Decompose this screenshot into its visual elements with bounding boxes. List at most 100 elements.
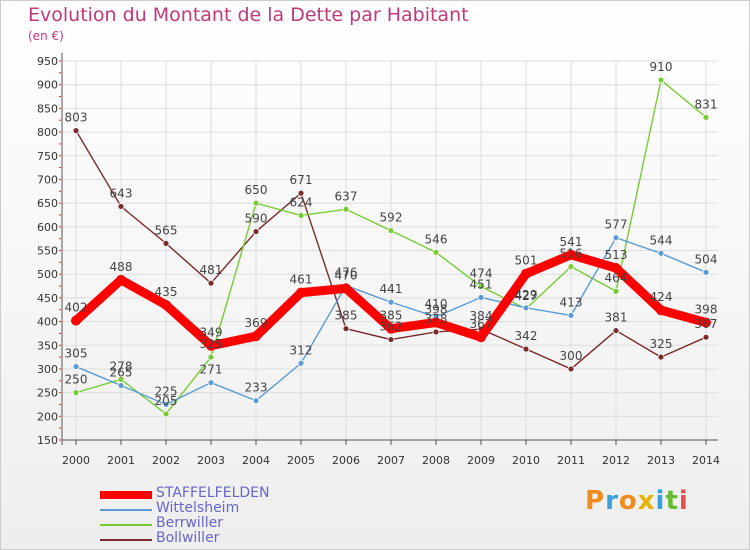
data-label-staffelfelden-2009: 367: [470, 317, 493, 331]
data-point-bollwiller-2007: [387, 336, 395, 343]
x-tick-label-2006: 2006: [332, 454, 360, 467]
data-label-wittelsheim-2004: 233: [245, 381, 268, 395]
data-label-berrwiller-2002: 205: [155, 394, 178, 408]
data-label-wittelsheim-2006: 476: [335, 266, 358, 280]
legend-swatch: [100, 539, 152, 541]
data-point-wittelsheim-2009: [477, 294, 485, 301]
data-label-berrwiller-2012: 464: [605, 271, 628, 285]
data-point-bollwiller-2013: [657, 353, 665, 361]
data-label-bollwiller-2009: 384: [470, 309, 493, 323]
logo-letter: t: [665, 486, 679, 516]
data-label-bollwiller-2010: 342: [515, 329, 538, 343]
y-tick-label-450: 450: [37, 292, 58, 305]
y-tick-label-600: 600: [37, 221, 58, 234]
x-tick-label-2005: 2005: [287, 454, 315, 467]
data-point-bollwiller-2001: [117, 203, 125, 210]
y-tick-label-400: 400: [37, 316, 58, 329]
data-label-bollwiller-2011: 300: [560, 349, 583, 363]
data-point-berrwiller-2008: [432, 248, 440, 256]
data-label-staffelfelden-2002: 435: [155, 285, 178, 299]
data-point-wittelsheim-2002: [162, 401, 170, 408]
data-point-bollwiller-2010: [522, 345, 530, 353]
data-label-wittelsheim-2009: 451: [470, 277, 493, 291]
data-label-bollwiller-2000: 803: [65, 111, 88, 125]
legend-label: Bollwiller: [156, 530, 220, 546]
data-point-bollwiller-2006: [342, 325, 350, 333]
data-point-berrwiller-2007: [387, 227, 395, 235]
data-label-bollwiller-2004: 590: [245, 212, 268, 226]
data-point-staffelfelden-2012: [611, 263, 621, 274]
data-point-berrwiller-2011: [567, 263, 575, 271]
data-point-bollwiller-2004: [252, 228, 260, 235]
data-label-bollwiller-2003: 481: [200, 263, 223, 277]
x-tick-label-2012: 2012: [602, 454, 630, 467]
data-point-berrwiller-2004: [252, 199, 260, 207]
y-tick-label-950: 950: [37, 55, 58, 68]
data-label-wittelsheim-2002: 225: [155, 384, 178, 398]
data-point-bollwiller-2003: [207, 279, 215, 287]
y-tick-label-900: 900: [37, 79, 58, 92]
data-point-staffelfelden-2010: [521, 268, 531, 279]
data-label-bollwiller-2014: 367: [695, 317, 718, 331]
data-label-berrwiller-2011: 516: [560, 247, 583, 261]
data-label-berrwiller-2000: 250: [65, 373, 88, 387]
data-point-bollwiller-2012: [612, 327, 620, 334]
y-tick-label-250: 250: [37, 387, 58, 400]
x-tick-label-2000: 2000: [62, 454, 90, 467]
data-label-staffelfelden-2004: 369: [245, 316, 268, 330]
data-label-staffelfelden-2006: 470: [335, 268, 358, 282]
data-point-berrwiller-2005: [297, 212, 305, 219]
data-label-berrwiller-2005: 624: [290, 195, 313, 209]
data-label-wittelsheim-2007: 441: [380, 282, 403, 296]
x-tick-label-2007: 2007: [377, 454, 405, 467]
data-label-staffelfelden-2014: 398: [695, 303, 718, 317]
data-point-staffelfelden-2000: [71, 315, 81, 326]
data-label-wittelsheim-2001: 265: [110, 366, 133, 380]
data-label-staffelfelden-2000: 402: [65, 301, 88, 315]
data-point-wittelsheim-2005: [297, 359, 305, 367]
x-tick-label-2009: 2009: [467, 454, 495, 467]
data-point-wittelsheim-2012: [612, 234, 620, 242]
data-point-staffelfelden-2014: [701, 317, 711, 328]
data-point-berrwiller-2014: [702, 113, 710, 121]
data-label-wittelsheim-2000: 305: [65, 347, 88, 361]
data-label-berrwiller-2008: 546: [425, 232, 448, 246]
data-label-wittelsheim-2003: 271: [200, 363, 223, 377]
x-tick-label-2004: 2004: [242, 454, 270, 467]
data-label-berrwiller-2006: 637: [335, 189, 358, 203]
data-point-bollwiller-2008: [432, 328, 440, 336]
data-label-staffelfelden-2013: 424: [650, 290, 673, 304]
data-point-wittelsheim-2011: [567, 312, 575, 319]
logo-letter: r: [605, 486, 619, 516]
chart-subtitle: (en €): [28, 29, 64, 43]
data-point-berrwiller-2013: [657, 76, 665, 84]
data-point-berrwiller-2012: [612, 287, 620, 295]
data-label-wittelsheim-2005: 312: [290, 343, 313, 357]
x-tick-label-2010: 2010: [512, 454, 540, 467]
data-point-staffelfelden-2004: [251, 331, 261, 342]
data-label-wittelsheim-2010: 429: [515, 288, 538, 302]
x-tick-label-2003: 2003: [197, 454, 225, 467]
x-tick-label-2013: 2013: [647, 454, 675, 467]
data-point-berrwiller-2000: [72, 389, 80, 397]
data-label-berrwiller-2001: 278: [110, 359, 133, 373]
data-label-berrwiller-2004: 650: [245, 183, 268, 197]
x-tick-label-2011: 2011: [557, 454, 585, 467]
data-label-berrwiller-2003: 325: [200, 337, 223, 351]
data-point-staffelfelden-2002: [161, 299, 171, 310]
data-point-bollwiller-2014: [702, 333, 710, 341]
data-point-berrwiller-2003: [207, 353, 215, 361]
data-label-staffelfelden-2001: 488: [110, 260, 133, 274]
data-point-staffelfelden-2001: [116, 274, 126, 285]
data-label-staffelfelden-2008: 398: [425, 303, 448, 317]
data-label-berrwiller-2009: 474: [470, 267, 493, 281]
data-point-berrwiller-2009: [477, 283, 485, 290]
x-tick-label-2001: 2001: [107, 454, 135, 467]
y-tick-label-800: 800: [37, 126, 58, 139]
data-point-staffelfelden-2013: [656, 305, 666, 316]
data-label-wittelsheim-2012: 577: [605, 218, 628, 232]
y-tick-label-200: 200: [37, 410, 58, 423]
data-label-staffelfelden-2010: 501: [515, 254, 538, 268]
proxiti-logo: Proxiti: [585, 486, 689, 516]
